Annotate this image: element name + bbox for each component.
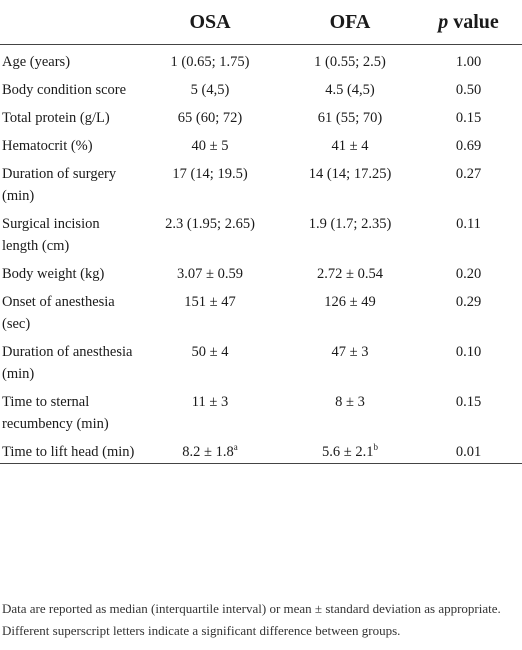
header-p-value: p value	[415, 0, 522, 45]
table-footnote: Data are reported as median (interquarti…	[2, 601, 501, 638]
cell-osa: 17 (14; 19.5)	[172, 166, 248, 182]
data-table-container: OSA OFA p value Age (years) 1 (0.65; 1.7…	[0, 0, 522, 464]
table-row: Surgical incision length (cm) 2.3 (1.95;…	[0, 209, 522, 259]
cell-ofa: 126 ± 49	[324, 294, 376, 310]
cell-p-value: 0.11	[456, 216, 481, 232]
cell-ofa: 2.72 ± 0.54	[317, 266, 383, 282]
table-row: Total protein (g/L) 65 (60; 72) 61 (55; …	[0, 103, 522, 131]
cell-p-value: 0.27	[455, 166, 482, 182]
cell-osa: 5 (4,5)	[190, 82, 230, 98]
cell-osa: 40 ± 5	[191, 138, 229, 154]
cell-p-value: 0.10	[455, 344, 482, 360]
row-label: Time to lift head (min)	[0, 437, 135, 464]
row-label: Total protein (g/L)	[2, 110, 110, 126]
cell-p-value: 0.69	[455, 138, 482, 154]
row-label: Body condition score	[2, 82, 127, 98]
cell-ofa: 41 ± 4	[331, 138, 369, 154]
header-ofa: OFA	[285, 0, 415, 45]
cell-osa: 2.3 (1.95; 2.65)	[165, 216, 255, 232]
cell-osa: 151 ± 47	[184, 294, 236, 310]
table-row: Body condition score 5 (4,5) 4.5 (4,5) 0…	[0, 75, 522, 103]
header-p-italic: p	[438, 10, 449, 33]
cell-p-value: 0.15	[455, 110, 482, 126]
table-row: Body weight (kg) 3.07 ± 0.59 2.72 ± 0.54…	[0, 259, 522, 287]
table-row: Age (years) 1 (0.65; 1.75) 1 (0.55; 2.5)…	[0, 45, 522, 76]
row-label: Age (years)	[2, 54, 71, 70]
cell-osa: 11 ± 3	[191, 394, 229, 410]
cell-ofa: 61 (55; 70)	[317, 110, 383, 126]
table-row: Duration of anesthesia (min) 50 ± 4 47 ±…	[0, 337, 522, 387]
row-label: Duration of anesthesia (min)	[2, 344, 133, 382]
row-label: Onset of anesthesia (sec)	[2, 294, 115, 332]
cell-ofa: 1.9 (1.7; 2.35)	[308, 216, 392, 232]
row-label: Time to sternal recumbency (min)	[2, 394, 109, 432]
results-table: OSA OFA p value Age (years) 1 (0.65; 1.7…	[0, 0, 522, 464]
header-label	[0, 0, 135, 45]
row-label: Duration of surgery (min)	[2, 166, 117, 204]
cell-osa-value: 8.2 ± 1.8	[182, 444, 234, 460]
superscript-b: b	[373, 442, 378, 453]
cell-p-value: 0.29	[455, 294, 482, 310]
cell-osa: 1 (0.65; 1.75)	[170, 54, 250, 70]
cell-osa: 8.2 ± 1.8a	[135, 437, 285, 464]
table-row: Duration of surgery (min) 17 (14; 19.5) …	[0, 159, 522, 209]
cell-p-value: 0.15	[455, 394, 482, 410]
row-label: Hematocrit (%)	[2, 138, 93, 154]
cell-ofa: 14 (14; 17.25)	[308, 166, 392, 182]
row-label: Body weight (kg)	[2, 266, 105, 282]
cell-osa: 65 (60; 72)	[177, 110, 243, 126]
table-body: Age (years) 1 (0.65; 1.75) 1 (0.55; 2.5)…	[0, 45, 522, 464]
cell-ofa-value: 5.6 ± 2.1	[322, 444, 374, 460]
cell-ofa: 47 ± 3	[331, 344, 369, 360]
cell-osa: 3.07 ± 0.59	[177, 266, 243, 282]
cell-p-value: 1.00	[455, 54, 482, 70]
cell-ofa: 8 ± 3	[335, 394, 365, 410]
cell-ofa: 4.5 (4,5)	[325, 82, 375, 98]
cell-p-value: 0.20	[455, 266, 482, 282]
cell-p-value: 0.50	[455, 82, 482, 98]
table-row: Time to lift head (min) 8.2 ± 1.8a 5.6 ±…	[0, 437, 522, 464]
row-label: Surgical incision length (cm)	[2, 216, 100, 254]
cell-ofa: 1 (0.55; 2.5)	[314, 54, 386, 70]
header-p-rest: value	[448, 10, 499, 33]
cell-p-value: 0.01	[415, 437, 522, 464]
table-row: Hematocrit (%) 40 ± 5 41 ± 4 0.69	[0, 131, 522, 159]
cell-ofa: 5.6 ± 2.1b	[285, 437, 415, 464]
superscript-a: a	[233, 442, 238, 453]
header-row: OSA OFA p value	[0, 0, 522, 45]
header-osa: OSA	[135, 0, 285, 45]
table-row: Onset of anesthesia (sec) 151 ± 47 126 ±…	[0, 287, 522, 337]
table-row: Time to sternal recumbency (min) 11 ± 3 …	[0, 387, 522, 437]
cell-osa: 50 ± 4	[191, 344, 229, 360]
